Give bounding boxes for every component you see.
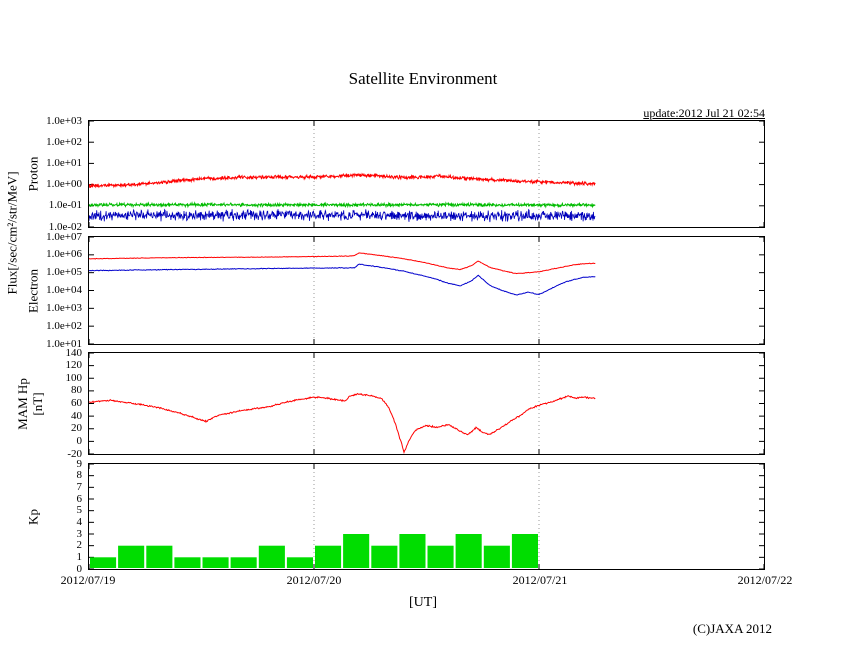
x-tick-label-0720: 2012/07/20 [286, 573, 342, 587]
x-axis-label: [UT] [409, 595, 437, 610]
y-tick-label: 0 [76, 434, 83, 447]
kp-bar [230, 557, 257, 568]
y-tick-label: 1.0e-02 [48, 220, 82, 233]
y-tick-label: 1 [76, 550, 83, 563]
y-tick-label: 3 [76, 527, 83, 540]
y-tick-label: 7 [76, 480, 83, 493]
electron-flux-blue [89, 263, 596, 296]
kp-bar [146, 545, 173, 568]
kp-bar [483, 545, 510, 568]
kp-bar [343, 534, 370, 568]
kp-bar [90, 557, 117, 568]
kp-bar [258, 545, 285, 568]
mam-hp-panel [88, 352, 765, 455]
kp-bar [399, 534, 426, 568]
y-tick-label: 1.0e+05 [46, 266, 82, 279]
x-tick-label-0722: 2012/07/22 [737, 573, 793, 587]
y-tick-label: 1.0e+00 [46, 178, 82, 191]
kp-bar [427, 545, 454, 568]
y-tick-label: 1.0e+03 [46, 114, 82, 127]
y-tick-label: 8 [76, 469, 83, 482]
kp-bar [118, 545, 145, 568]
kp-bar [286, 557, 313, 568]
y-tick-label: 1.0e-01 [48, 199, 82, 212]
y-tick-label: -20 [67, 447, 82, 460]
kp-bar [455, 534, 482, 568]
proton-flux-panel [88, 120, 765, 228]
y-tick-label: 80 [71, 384, 82, 397]
y-tick-label: 1.0e+07 [46, 230, 82, 243]
electron-flux-red [89, 252, 596, 275]
y-tick-label: 100 [65, 371, 83, 384]
y-tick-label: 5 [76, 504, 83, 517]
kp-bar [315, 545, 342, 568]
y-tick-label: 1.0e+01 [46, 337, 82, 350]
x-tick-label-0721: 2012/07/21 [512, 573, 568, 587]
electron-flux-panel [88, 236, 765, 345]
kp-index-plot [89, 464, 764, 569]
electron-flux-plot [89, 237, 764, 344]
kp-index-panel [88, 463, 765, 570]
y-tick-label: 2 [76, 539, 83, 552]
y-tick-label: 1.0e+02 [46, 135, 82, 148]
proton-flux-red [89, 172, 596, 189]
kp-bar [202, 557, 229, 568]
proton-flux-green [89, 201, 596, 209]
proton-flux-plot [89, 121, 764, 227]
y-tick-label: 60 [71, 397, 82, 409]
y-tick-label: 1.0e+03 [46, 301, 82, 314]
copyright-label: (C)JAXA 2012 [692, 621, 772, 636]
y-tick-label: 0 [76, 562, 83, 575]
kp-bar [371, 545, 398, 568]
proton-flux-blue [89, 208, 596, 223]
mam-hp-red [89, 392, 596, 454]
mam-hp-plot [89, 353, 764, 454]
y-tick-label: 1.0e+01 [46, 156, 82, 169]
y-tick-label: 140 [65, 346, 83, 359]
kp-bar [511, 534, 538, 568]
y-tick-label: 120 [65, 359, 83, 372]
y-tick-label: 40 [71, 409, 82, 422]
x-tick-label-0719: 2012/07/19 [60, 573, 116, 587]
kp-bar [174, 557, 201, 568]
y-tick-label: 1.0e+04 [46, 284, 82, 296]
y-tick-label: 9 [76, 457, 83, 470]
y-tick-label: 1.0e+06 [46, 248, 82, 261]
y-tick-label: 6 [76, 492, 83, 505]
update-timestamp: update:2012 Jul 21 02:54 [643, 106, 765, 120]
y-tick-label: 1.0e+02 [46, 319, 82, 332]
chart-title: Satellite Environment [348, 69, 498, 88]
y-tick-label: 20 [71, 422, 82, 435]
y-tick-label: 4 [76, 515, 83, 528]
